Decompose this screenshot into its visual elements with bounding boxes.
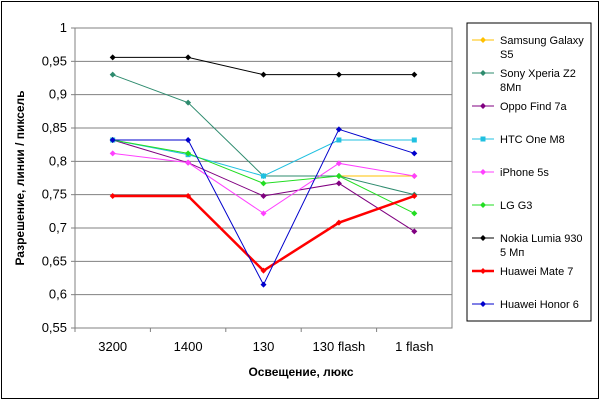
x-tick-label: 1 flash [395,339,433,354]
gridlines [75,60,452,296]
x-axis-title: Освещение, люкс [248,365,353,379]
legend-swatch-marker [480,37,486,43]
legend-label: Oppo Find 7a [500,101,568,113]
data-point [336,137,342,143]
data-point [335,180,342,187]
legend-swatch-marker [480,169,486,175]
data-point [260,180,267,187]
legend-label: 5 Мп [500,247,524,259]
data-point [109,54,116,61]
series-layer [109,54,418,288]
legend-swatch-marker [480,268,486,274]
legend-label: iPhone 5s [500,167,549,179]
data-point [411,193,418,199]
y-tick-label: 0,55 [42,320,67,335]
data-point [411,150,418,157]
legend-label: Huawei Honor 6 [500,299,579,311]
data-point [335,219,342,226]
data-point [109,137,116,143]
legend-item: HTC One M8 [472,134,565,146]
y-axis-title: Разрешение, линии / пиксель [13,90,27,265]
legend: Samsung Galaxy S5 Sony Xperia Z2 8Мп Oppo Fi… [472,35,584,311]
y-tick-label: 0,95 [42,53,67,68]
data-point [335,126,342,133]
data-point [411,173,418,179]
legend-label: S5 [500,49,513,61]
data-point [185,150,192,157]
x-tick-label: 130 [253,339,275,354]
data-point [185,193,192,199]
data-point [411,228,418,235]
y-tick-label: 0,9 [49,87,67,102]
data-point [260,193,267,199]
y-tick-label: 0,85 [42,120,67,135]
legend-label: 8Мп [500,82,521,94]
legend-label: Sony Xperia Z2 [500,68,576,80]
y-axis-ticks: 0,55 0,6 0,65 0,7 0,75 0,8 0,85 0,9 0,95 1 [42,20,75,335]
x-tick-label: 130 flash [313,339,366,354]
y-tick-label: 0,8 [49,153,67,168]
legend-swatch-marker [480,202,486,208]
legend-swatch-marker [480,103,486,109]
series-6 [109,54,418,78]
data-point [335,71,342,78]
legend-item: LG G3 [472,200,532,212]
data-point [411,137,417,143]
data-point [335,173,342,179]
legend-swatch-marker [480,136,486,142]
legend-label: Nokia Lumia 930 [500,233,583,245]
legend-label: HTC One M8 [500,134,565,146]
data-point [411,71,418,78]
data-point [185,159,192,166]
data-point [185,137,192,143]
y-tick-label: 0,65 [42,253,67,268]
data-point [411,210,418,217]
series-4 [109,150,418,217]
data-point [260,71,267,78]
y-tick-label: 0,7 [49,220,67,235]
data-point [109,71,116,78]
legend-label: LG G3 [500,200,532,212]
legend-item: Nokia Lumia 930 5 Мп [472,233,583,259]
data-point [109,150,116,157]
data-point [185,54,192,61]
legend-swatch-marker [480,235,486,241]
data-point [185,99,192,106]
data-point [260,281,267,288]
data-point [260,267,267,274]
data-point [109,193,116,199]
series-7 [109,193,418,274]
legend-item: iPhone 5s [472,167,549,179]
y-tick-label: 0,6 [49,287,67,302]
legend-item: Huawei Mate 7 [472,266,573,278]
data-point [260,210,267,217]
y-tick-label: 1 [60,20,67,35]
legend-item: Oppo Find 7a [472,101,568,113]
legend-swatch-marker [480,70,486,76]
series-8 [109,126,418,288]
legend-item: Samsung Galaxy S5 [472,35,584,61]
y-tick-label: 0,75 [42,187,67,202]
x-axis-ticks: 3200 1400 130 130 flash 1 flash [74,328,433,354]
legend-label: Samsung Galaxy [500,35,584,47]
legend-label: Huawei Mate 7 [500,266,573,278]
x-tick-label: 3200 [98,339,127,354]
data-point [335,160,342,167]
data-point [261,173,266,179]
x-tick-label: 1400 [174,339,203,354]
legend-item: Huawei Honor 6 [472,299,579,311]
legend-item: Sony Xperia Z2 8Мп [472,68,576,94]
legend-swatch-marker [480,301,486,307]
